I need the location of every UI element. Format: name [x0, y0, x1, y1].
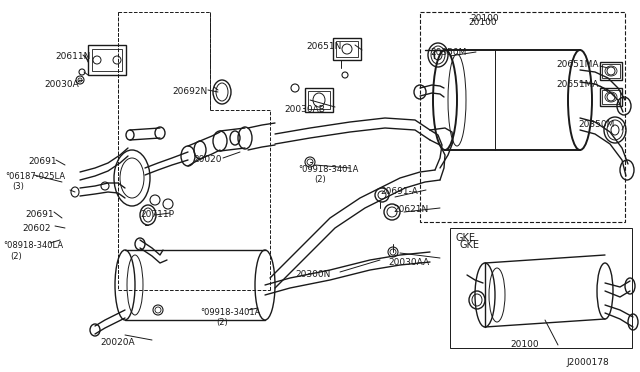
Text: 20100: 20100 [468, 18, 497, 27]
Text: 20030AB: 20030AB [284, 105, 325, 114]
Bar [305, 88, 333, 112]
Text: (2): (2) [314, 175, 326, 184]
Text: 20691-A: 20691-A [380, 187, 418, 196]
Text: 20300N: 20300N [295, 270, 330, 279]
Text: (2): (2) [10, 252, 22, 261]
Text: 20030A: 20030A [44, 80, 79, 89]
Text: 20020A: 20020A [100, 338, 134, 347]
Text: 20651MA: 20651MA [556, 60, 598, 69]
Text: 20100: 20100 [510, 340, 539, 349]
Text: 20651N: 20651N [306, 42, 341, 51]
Bar [602, 64, 620, 78]
Bar [600, 88, 622, 106]
Text: °06187-025LA: °06187-025LA [5, 172, 65, 181]
Text: 20020: 20020 [193, 155, 221, 164]
Bar [600, 62, 622, 80]
Text: 20611N: 20611N [55, 52, 90, 61]
Text: °09918-3401A: °09918-3401A [298, 165, 358, 174]
Text: 20350M: 20350M [430, 48, 467, 57]
Bar [92, 49, 122, 71]
Text: 20691: 20691 [25, 210, 54, 219]
Text: 20692N: 20692N [172, 87, 207, 96]
Bar [336, 41, 358, 57]
Text: 20711P: 20711P [140, 210, 174, 219]
Text: 20100: 20100 [470, 14, 499, 23]
Text: °08918-340LA: °08918-340LA [3, 241, 63, 250]
Bar [420, 12, 625, 222]
Text: 20350M: 20350M [578, 120, 614, 129]
Text: (3): (3) [12, 182, 24, 191]
Text: 20602: 20602 [22, 224, 51, 233]
Bar [333, 38, 361, 60]
Bar [602, 90, 620, 104]
Bar [308, 91, 330, 109]
Text: °09918-3401A: °09918-3401A [200, 308, 260, 317]
Text: 20651MA: 20651MA [556, 80, 598, 89]
Text: 20691: 20691 [28, 157, 56, 166]
Text: J2000178: J2000178 [566, 358, 609, 367]
Text: GKE: GKE [460, 240, 480, 250]
Text: (2): (2) [216, 318, 228, 327]
Bar [450, 228, 632, 348]
Text: 20621N: 20621N [393, 205, 428, 214]
Bar [88, 45, 126, 75]
Text: 20030AA: 20030AA [388, 258, 429, 267]
Text: GKE: GKE [455, 233, 475, 243]
